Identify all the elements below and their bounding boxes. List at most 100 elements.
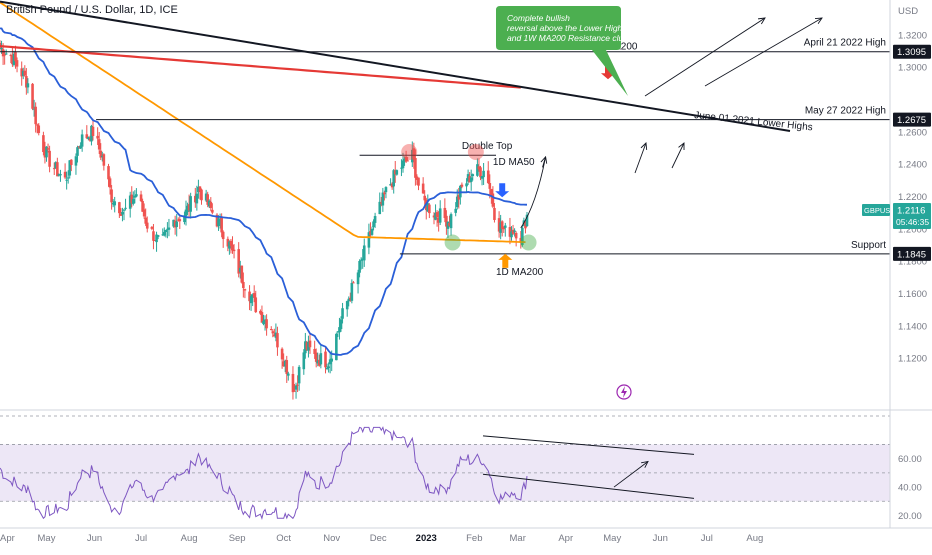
rsi-tick-label: 60.00 — [898, 454, 922, 465]
price-tag-label: 1.2675 — [897, 115, 926, 126]
candle-body — [285, 360, 289, 375]
rsi-projection-arrow-head — [641, 460, 649, 468]
candle-body — [152, 231, 155, 241]
last-price-box — [893, 203, 931, 230]
candle-body — [411, 149, 414, 163]
candle-body — [490, 189, 493, 196]
candle-body — [294, 385, 298, 390]
candle-body — [482, 170, 485, 178]
candle-body — [243, 289, 247, 291]
candle-body — [335, 333, 338, 361]
candle-body — [435, 212, 439, 218]
time-tick-label: Dec — [370, 533, 387, 544]
candle-body — [338, 327, 341, 333]
candle-body — [415, 176, 419, 180]
candle-body — [122, 209, 126, 211]
candle-body — [291, 373, 295, 393]
candle-body — [358, 261, 361, 273]
candle-body — [276, 333, 279, 348]
candle-body — [91, 126, 95, 136]
candle-body — [383, 192, 386, 195]
candle-body — [469, 177, 473, 183]
candle-body — [248, 291, 251, 302]
candle-body — [455, 196, 459, 207]
candle-body — [59, 174, 62, 176]
candle-body — [90, 125, 93, 142]
candle-body — [392, 170, 395, 187]
candle-body — [352, 282, 355, 284]
candle-body — [194, 195, 197, 203]
candle-body — [471, 174, 475, 177]
projection-curve — [520, 156, 547, 229]
candle-body — [336, 331, 340, 333]
candle-body — [121, 212, 124, 215]
time-tick-label: May — [603, 533, 621, 544]
candle-body — [31, 83, 34, 109]
candle-body — [1, 49, 5, 57]
candle-body — [403, 158, 406, 162]
candle-body — [217, 218, 220, 226]
candle-body — [316, 360, 320, 364]
time-tick-label: May — [38, 533, 56, 544]
candle-body — [497, 218, 501, 232]
candle-body — [269, 329, 273, 331]
candle-body — [400, 167, 403, 169]
candle-body — [42, 135, 45, 153]
candle-body — [15, 60, 19, 67]
chart-title: British Pound / U.S. Dollar, 1D, ICE — [6, 4, 178, 16]
candle-body — [97, 139, 101, 150]
candle-body — [57, 174, 61, 176]
weekly-ma200-line — [0, 45, 521, 89]
candle-body — [476, 164, 479, 176]
candle-body — [231, 244, 234, 251]
candle-body — [308, 340, 312, 348]
time-tick-label: Jun — [653, 533, 668, 544]
label-may27-high: May 27 2022 High — [805, 106, 886, 117]
projection-arrow-1-head — [640, 142, 648, 151]
candle-body — [510, 231, 513, 238]
candle-body — [491, 193, 495, 207]
candle-body — [150, 226, 154, 229]
candle-body — [282, 361, 285, 367]
candles-group — [0, 40, 529, 400]
candle-body — [218, 219, 222, 221]
ma200-marker-arrow — [498, 253, 513, 268]
candle-body — [11, 55, 14, 65]
price-tick-label: 1.3000 — [898, 63, 927, 74]
candle-body — [296, 384, 299, 386]
candle-body — [488, 183, 492, 189]
ma50-line — [0, 27, 527, 356]
candle-body — [141, 200, 144, 212]
candle-body — [508, 227, 512, 237]
candle-body — [406, 160, 409, 162]
time-tick-label: Jul — [135, 533, 147, 544]
candle-body — [119, 213, 123, 216]
currency-label: USD — [898, 6, 918, 17]
candle-body — [493, 207, 496, 220]
candle-body — [307, 341, 310, 351]
callout-text-line: Complete bullish — [507, 13, 570, 23]
candle-body — [226, 238, 230, 247]
candle-body — [350, 282, 354, 301]
candle-body — [99, 150, 103, 158]
candle-body — [500, 221, 504, 229]
candle-body — [35, 124, 39, 126]
candle-body — [26, 83, 30, 88]
candle-body — [265, 319, 268, 329]
candle-body — [215, 214, 219, 227]
candle-body — [519, 237, 523, 243]
candle-body — [404, 156, 408, 162]
candle-body — [423, 195, 426, 201]
candle-body — [314, 352, 318, 362]
candle-body — [232, 249, 236, 252]
candle-body — [319, 353, 323, 365]
candle-body — [12, 53, 16, 65]
support-circle-1 — [444, 234, 461, 251]
candle-body — [313, 348, 316, 355]
candle-body — [186, 205, 189, 213]
projection-arrow-3 — [644, 17, 766, 97]
candle-body — [198, 186, 202, 192]
candle-body — [209, 201, 213, 208]
